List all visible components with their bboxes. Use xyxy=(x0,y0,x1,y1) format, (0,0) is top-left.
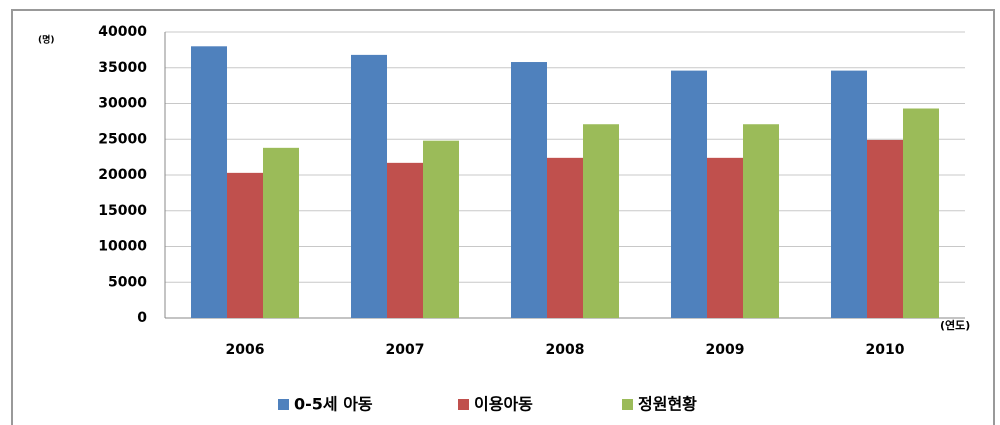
bar xyxy=(263,147,299,318)
bar xyxy=(423,140,459,318)
bar xyxy=(903,108,939,318)
bar xyxy=(387,162,423,318)
legend-swatch xyxy=(458,399,469,410)
bar xyxy=(671,70,707,318)
x-tick-label: 2008 xyxy=(546,342,585,358)
y-tick-label: 10000 xyxy=(98,239,147,255)
y-tick-label: 40000 xyxy=(98,24,147,40)
x-tick-label: 2010 xyxy=(866,342,905,358)
bar xyxy=(351,54,387,318)
bar xyxy=(583,124,619,318)
bar xyxy=(707,157,743,318)
x-tick-label: 2009 xyxy=(706,342,745,358)
y-tick-label: 15000 xyxy=(98,203,147,219)
x-tick-label: 2006 xyxy=(226,342,265,358)
y-tick-label: 35000 xyxy=(98,60,147,76)
bar xyxy=(191,46,227,319)
legend-label: 정원현황 xyxy=(638,395,697,414)
bar xyxy=(743,124,779,318)
bar xyxy=(867,139,903,318)
y-tick-label: 30000 xyxy=(98,96,147,112)
chart-frame xyxy=(11,9,995,425)
x-axis-label: (연도) xyxy=(940,318,970,332)
y-tick-label: 25000 xyxy=(98,131,147,147)
y-axis-label: (명) xyxy=(38,34,55,46)
bar xyxy=(547,157,583,318)
bar xyxy=(511,62,547,318)
x-tick-label: 2007 xyxy=(386,342,425,358)
y-tick-label: 0 xyxy=(137,310,147,326)
bar xyxy=(831,70,867,318)
legend-label: 0-5세 아동 xyxy=(294,395,373,414)
y-tick-label: 20000 xyxy=(98,167,147,183)
legend-label: 이용아동 xyxy=(474,395,533,414)
legend-swatch xyxy=(278,399,289,410)
bar xyxy=(227,172,263,318)
y-tick-label: 5000 xyxy=(108,274,147,290)
legend-swatch xyxy=(622,399,633,410)
